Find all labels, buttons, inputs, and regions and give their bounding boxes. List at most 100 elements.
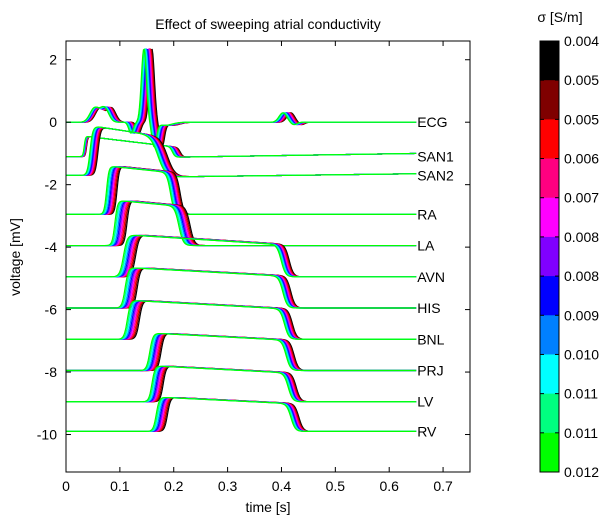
trace-label: RV — [417, 423, 437, 439]
colorbar-swatch — [540, 197, 559, 238]
colorbar-swatch — [540, 393, 559, 434]
x-tick-label: 0.4 — [272, 478, 292, 494]
trace-label: ECG — [417, 114, 447, 130]
trace-la — [66, 200, 417, 247]
series-line — [66, 300, 417, 340]
trace-label: BNL — [417, 331, 444, 347]
trace-label: SAN1 — [417, 149, 454, 165]
series-line — [66, 365, 417, 403]
y-tick-label: -6 — [45, 302, 58, 318]
series-line — [66, 48, 417, 148]
y-tick-label: -8 — [45, 364, 58, 380]
trace-avn — [66, 234, 417, 278]
colorbar-label: 0.006 — [564, 151, 599, 167]
colorbar-label: 0.010 — [564, 346, 599, 362]
x-tick-label: 0.2 — [164, 478, 184, 494]
series-line — [66, 365, 417, 403]
series-line — [66, 365, 417, 403]
colorbar-title: σ [S/m] — [537, 9, 582, 25]
trace-rv — [66, 396, 417, 432]
series-line — [66, 48, 417, 148]
x-tick-label: 0.3 — [218, 478, 238, 494]
trace-label: LA — [417, 238, 435, 254]
colorbar-swatch — [540, 432, 559, 473]
x-tick-label: 0.7 — [433, 478, 453, 494]
trace-his — [66, 267, 417, 309]
series-line — [66, 365, 417, 403]
colorbar-label: 0.007 — [564, 190, 599, 206]
series-line — [66, 48, 417, 148]
colorbar-frame — [539, 40, 560, 473]
x-axis-title: time [s] — [245, 499, 290, 515]
series-line — [66, 48, 417, 148]
series-line — [66, 48, 417, 148]
trace-san2 — [66, 126, 417, 178]
colorbar-label: 0.005 — [564, 111, 599, 127]
colorbar-swatch — [540, 80, 559, 120]
colorbar-swatch — [540, 41, 559, 81]
series-line — [66, 396, 417, 432]
y-tick-label: -4 — [45, 239, 58, 255]
series-line — [66, 48, 417, 148]
trace-lv — [66, 365, 417, 403]
y-axis-title: voltage [mV] — [7, 218, 23, 296]
colorbar-label: 0.009 — [564, 307, 599, 323]
x-tick-label: 0.5 — [326, 478, 346, 494]
series-line — [66, 48, 417, 148]
series-line — [66, 166, 417, 215]
colorbar-label: 0.005 — [564, 72, 599, 88]
trace-san1 — [66, 136, 417, 158]
series-line — [66, 333, 417, 372]
trace-prj — [66, 333, 417, 372]
axes-box — [65, 40, 471, 473]
colorbar: 0.004 0.005 0.005 0.006 0.007 0.008 0.008 0.009… — [539, 33, 599, 480]
trace-ecg — [66, 48, 417, 148]
colorbar-swatch — [540, 315, 559, 355]
chart-title: Effect of sweeping atrial conductivity — [155, 16, 380, 32]
x-tick-label: 0.1 — [110, 478, 130, 494]
colorbar-label: 0.008 — [564, 229, 599, 245]
series-line — [66, 136, 417, 158]
colorbar-label: 0.011 — [564, 425, 598, 441]
series-line — [66, 234, 417, 278]
series-line — [66, 396, 417, 432]
x-tick-label: 0.6 — [379, 478, 399, 494]
trace-label: PRJ — [417, 362, 443, 378]
traces — [66, 48, 417, 432]
y-tick-label: 2 — [49, 52, 57, 68]
series-line — [66, 200, 417, 247]
trace-bnl — [66, 300, 417, 340]
series-line — [66, 365, 417, 403]
series-line — [66, 396, 417, 432]
trace-labels: ECG SAN1 SAN2 RA LA AVN HIS BNL PRJ LV RV — [417, 114, 454, 439]
trace-label: RA — [417, 206, 437, 222]
series-line — [66, 396, 417, 432]
colorbar-label: 0.011 — [564, 386, 598, 402]
colorbar-swatch — [540, 354, 559, 395]
series-line — [66, 396, 417, 432]
colorbar-swatch — [540, 119, 559, 160]
series-line — [66, 396, 417, 432]
series-line — [66, 365, 417, 403]
series-line — [66, 365, 417, 403]
series-line — [66, 48, 417, 148]
y-tick-label: -10 — [37, 427, 57, 443]
series-line — [66, 396, 417, 432]
colorbar-swatch — [540, 276, 559, 316]
series-line — [66, 48, 417, 148]
colorbar-label: 0.008 — [564, 268, 599, 284]
series-line — [66, 48, 417, 148]
series-line — [66, 365, 417, 403]
series-line — [66, 396, 417, 432]
y-tick-label: -2 — [45, 177, 58, 193]
series-line — [66, 396, 417, 432]
y-tick-label: 0 — [49, 114, 57, 130]
trace-label: LV — [417, 394, 434, 410]
x-tick-label: 0 — [62, 478, 70, 494]
colorbar-label: 0.012 — [564, 464, 599, 480]
series-line — [66, 365, 417, 403]
series-line — [66, 396, 417, 432]
trace-label: AVN — [417, 269, 445, 285]
series-line — [66, 396, 417, 432]
